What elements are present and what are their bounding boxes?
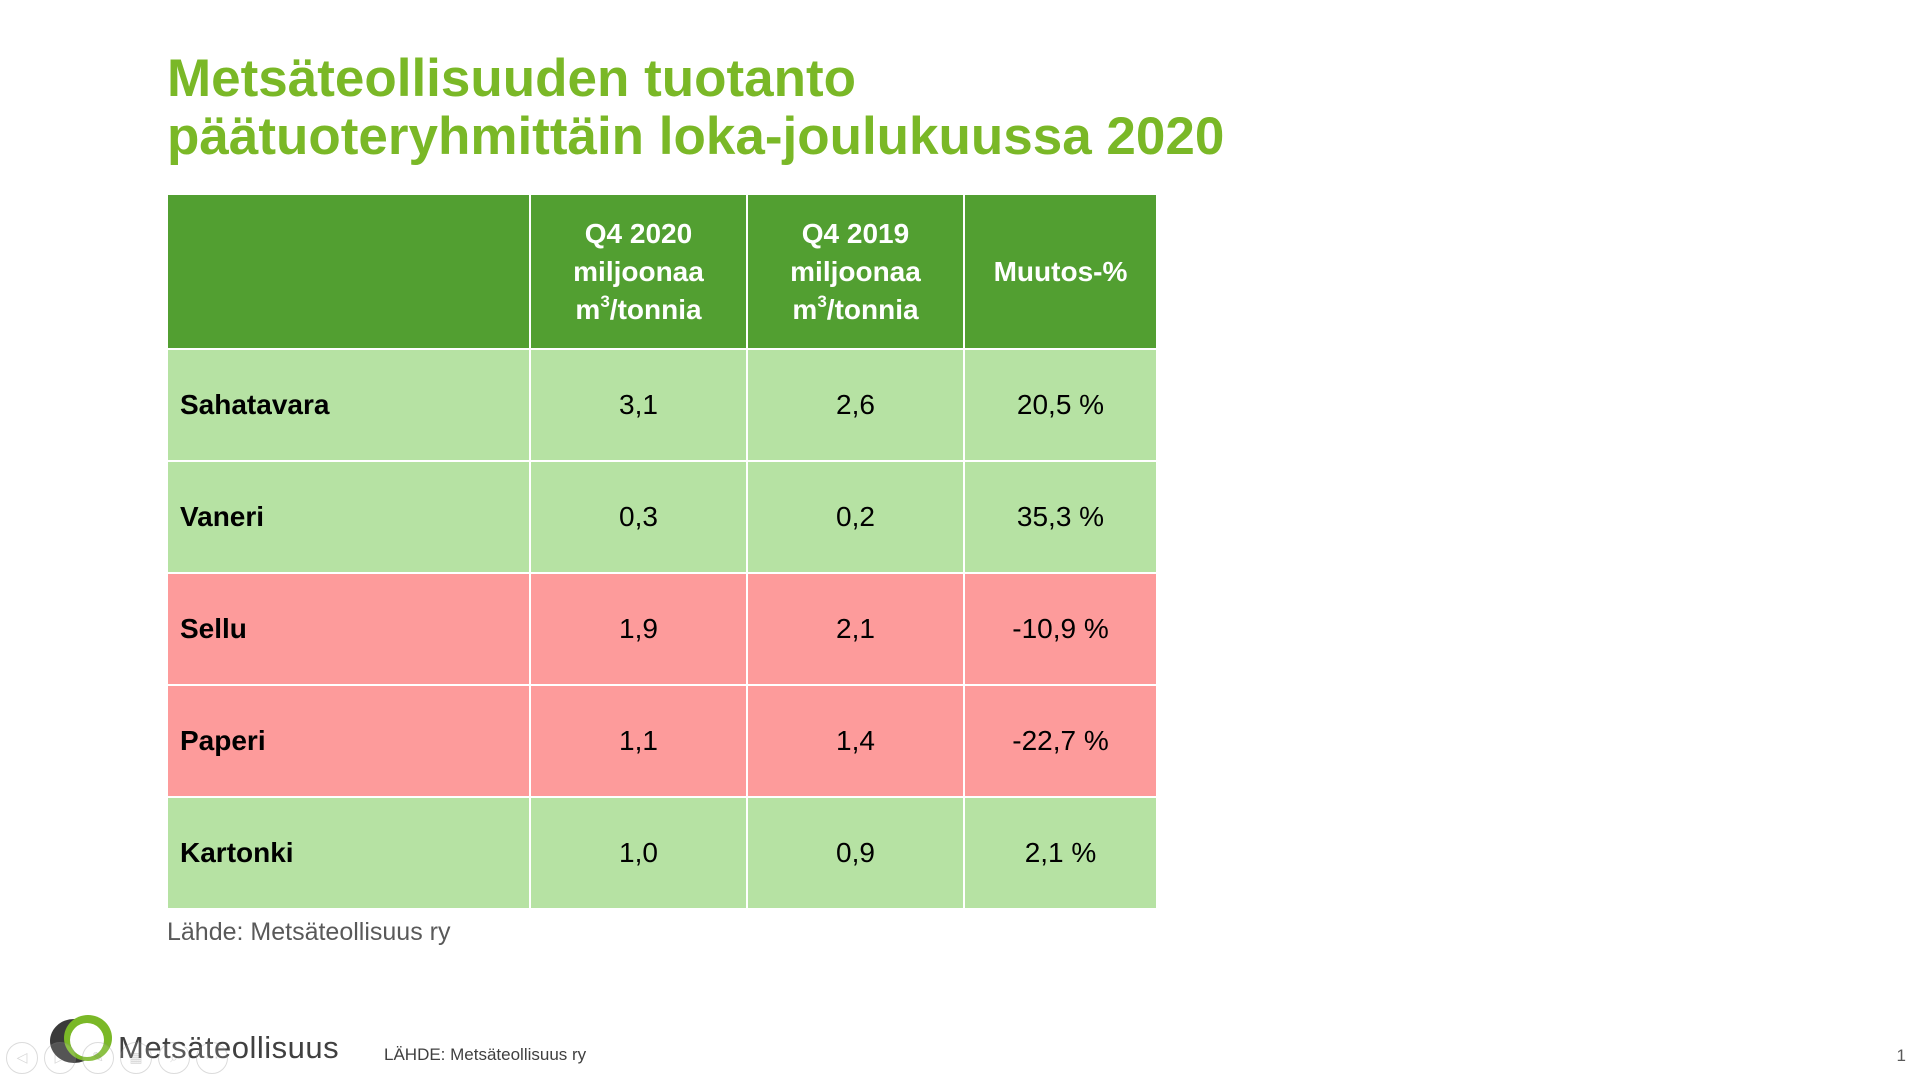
cell-q4-2020: 1,1 xyxy=(529,684,748,798)
table-row: Kartonki 1,0 0,9 2,1 % xyxy=(166,796,1158,910)
cell-change: 2,1 % xyxy=(963,796,1158,910)
table-row: Sellu 1,9 2,1 -10,9 % xyxy=(166,572,1158,686)
header-q4-2019: Q4 2019 miljoonaa m3/tonnia xyxy=(746,193,965,350)
header-q4-2020-line2: miljoonaa xyxy=(573,255,704,287)
source-note: Lähde: Metsäteollisuus ry xyxy=(167,918,451,946)
header-q4-2019-line1: Q4 2019 xyxy=(801,217,910,249)
header-q4-2019-line2: miljoonaa xyxy=(790,255,921,287)
cell-change: 35,3 % xyxy=(963,460,1158,574)
cell-q4-2020: 1,0 xyxy=(529,796,748,910)
zoom-icon[interactable]: ⌕ xyxy=(158,1042,190,1074)
production-table: Q4 2020 miljoonaa m3/tonnia Q4 2019 milj… xyxy=(166,193,1158,910)
slide-title-line-1: Metsäteollisuuden tuotanto xyxy=(167,49,856,108)
header-q4-2020: Q4 2020 miljoonaa m3/tonnia xyxy=(529,193,748,350)
slide-title-line-2: päätuoteryhmittäin loka-joulukuussa 2020 xyxy=(167,107,1225,166)
row-label: Paperi xyxy=(166,684,531,798)
row-label: Sahatavara xyxy=(166,348,531,462)
cell-q4-2019: 1,4 xyxy=(746,684,965,798)
unit-m: m xyxy=(792,293,818,325)
cell-q4-2020: 1,9 xyxy=(529,572,748,686)
page-number: 1 xyxy=(1896,1046,1906,1065)
cell-change: -10,9 % xyxy=(963,572,1158,686)
pen-icon[interactable]: ✎ xyxy=(82,1042,114,1074)
table-row: Sahatavara 3,1 2,6 20,5 % xyxy=(166,348,1158,462)
header-q4-2020-line3: m3/tonnia xyxy=(531,291,746,329)
header-change-label: Muutos-% xyxy=(993,255,1128,287)
cell-q4-2020: 0,3 xyxy=(529,460,748,574)
slideshow-controls: ◁ ▷ ✎ ▦ ⌕ ⋯ xyxy=(6,1042,228,1076)
logo-wordmark: Metsäteollisuus xyxy=(118,1030,340,1065)
unit-tonnia: /tonnia xyxy=(826,293,919,325)
more-options-icon[interactable]: ⋯ xyxy=(196,1042,228,1074)
unit-superscript: 3 xyxy=(817,291,827,311)
table-row: Vaneri 0,3 0,2 35,3 % xyxy=(166,460,1158,574)
unit-tonnia: /tonnia xyxy=(609,293,702,325)
previous-slide-icon[interactable]: ◁ xyxy=(6,1042,38,1074)
row-label: Vaneri xyxy=(166,460,531,574)
header-change: Muutos-% xyxy=(963,193,1158,350)
cell-q4-2019: 0,2 xyxy=(746,460,965,574)
row-label: Sellu xyxy=(166,572,531,686)
cell-change: -22,7 % xyxy=(963,684,1158,798)
header-q4-2020-line1: Q4 2020 xyxy=(584,217,693,249)
slide-title: Metsäteollisuuden tuotanto päätuoteryhmi… xyxy=(167,50,1567,166)
unit-superscript: 3 xyxy=(600,291,610,311)
unit-m: m xyxy=(575,293,601,325)
header-product xyxy=(166,193,531,350)
cell-q4-2019: 0,9 xyxy=(746,796,965,910)
cell-q4-2020: 3,1 xyxy=(529,348,748,462)
cell-change: 20,5 % xyxy=(963,348,1158,462)
table-row: Paperi 1,1 1,4 -22,7 % xyxy=(166,684,1158,798)
row-label: Kartonki xyxy=(166,796,531,910)
table-header-row: Q4 2020 miljoonaa m3/tonnia Q4 2019 milj… xyxy=(166,193,1158,350)
next-slide-icon[interactable]: ▷ xyxy=(44,1042,76,1074)
header-q4-2019-line3: m3/tonnia xyxy=(748,291,963,329)
footer-source: LÄHDE: Metsäteollisuus ry xyxy=(384,1045,587,1064)
cell-q4-2019: 2,6 xyxy=(746,348,965,462)
slides-icon[interactable]: ▦ xyxy=(120,1042,152,1074)
cell-q4-2019: 2,1 xyxy=(746,572,965,686)
